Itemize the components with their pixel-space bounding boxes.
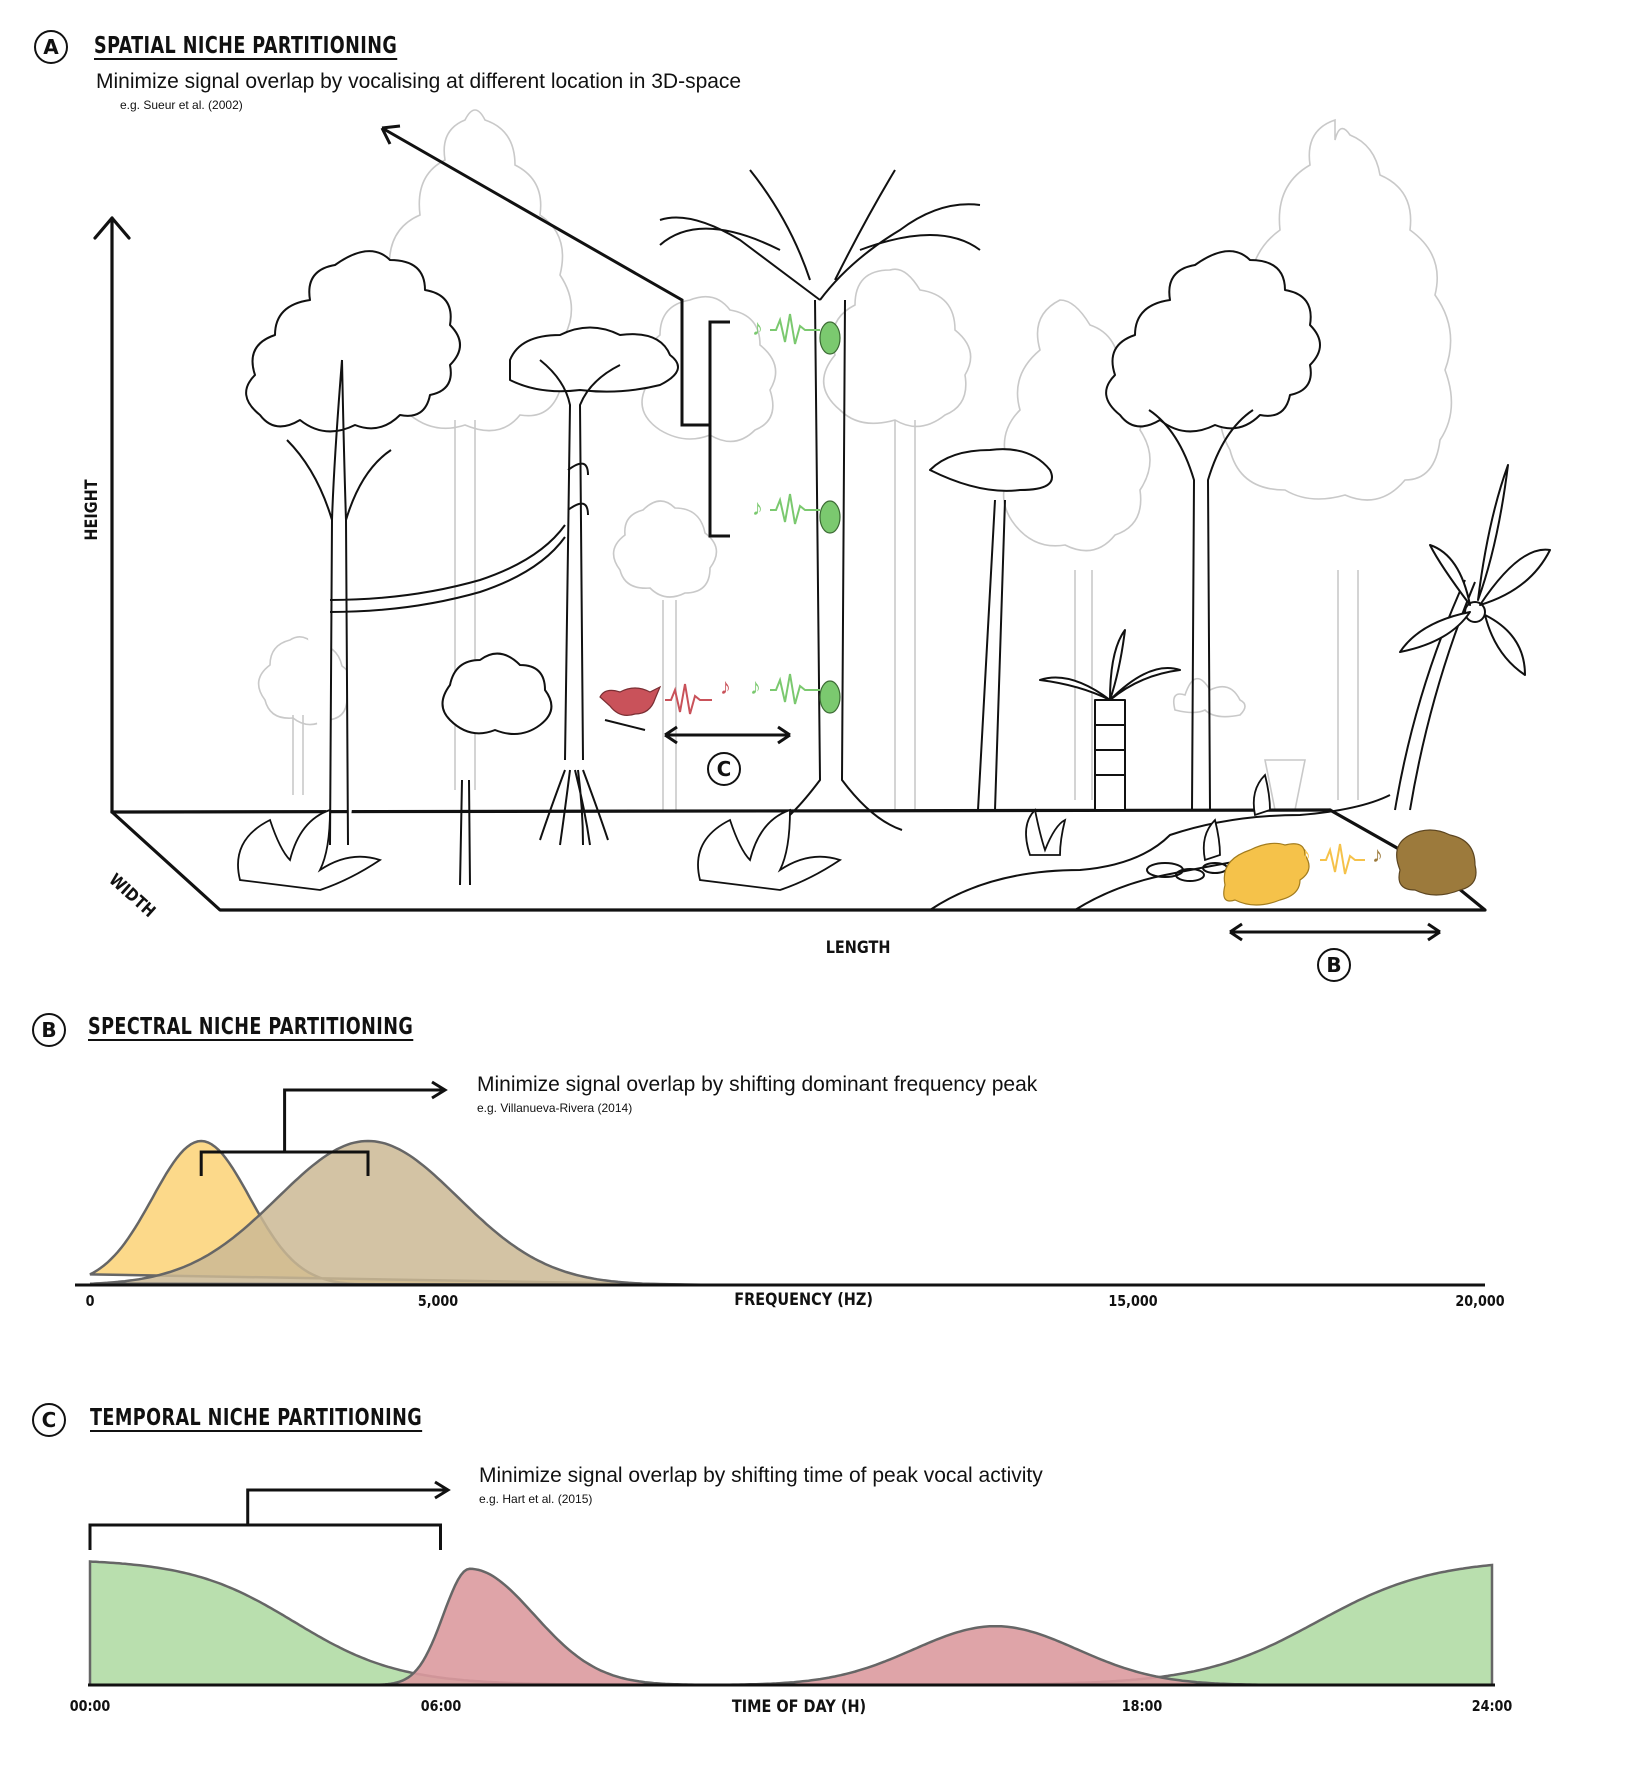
forest-illustration: ♪ ♪ ♪ ♪ ♪ ♪ xyxy=(93,109,1551,942)
panel-c-badge: C xyxy=(32,1403,66,1437)
marker-b: B xyxy=(1317,948,1351,982)
temporal-chart xyxy=(88,1480,1495,1687)
panel-b-title: SPECTRAL NICHE PARTITIONING xyxy=(88,1014,414,1040)
svg-text:♪: ♪ xyxy=(750,674,761,699)
spectral-arrow xyxy=(283,1080,448,1152)
spectral-tick-label: 5,000 xyxy=(417,1292,458,1310)
svg-text:♪: ♪ xyxy=(1300,842,1311,867)
insect-signals: ♪ ♪ ♪ xyxy=(750,313,820,705)
frog-callers: ♪ ♪ xyxy=(1223,829,1477,906)
temporal-tick-label: 24:00 xyxy=(1471,1697,1513,1715)
temporal-bracket xyxy=(88,1523,442,1550)
foreground-trees xyxy=(245,169,1551,886)
svg-text:♪: ♪ xyxy=(1372,842,1383,867)
axis-height-label: HEIGHT xyxy=(81,479,102,541)
temporal-tick-label: 00:00 xyxy=(69,1697,111,1715)
svg-text:♪: ♪ xyxy=(720,674,731,699)
panel-b-description: Minimize signal overlap by shifting domi… xyxy=(477,1073,1038,1096)
temporal-xlabel: TIME OF DAY (H) xyxy=(731,1697,867,1717)
spectral-series-1 xyxy=(89,1139,716,1287)
svg-text:♪: ♪ xyxy=(752,315,763,340)
panel-a-description: Minimize signal overlap by vocalising at… xyxy=(96,70,742,93)
spectral-tick-label: 0 xyxy=(85,1292,95,1310)
panel-b-badge: B xyxy=(32,1013,66,1047)
panel-c-description: Minimize signal overlap by shifting time… xyxy=(479,1464,1043,1487)
spectral-xlabel: FREQUENCY (HZ) xyxy=(734,1290,873,1310)
panel-c-title: TEMPORAL NICHE PARTITIONING xyxy=(90,1405,423,1431)
bird-caller: ♪ xyxy=(599,674,731,731)
panel-b-reference: e.g. Villanueva-Rivera (2014) xyxy=(477,1101,633,1115)
panel-c-reference: e.g. Hart et al. (2015) xyxy=(479,1492,593,1506)
svg-text:♪: ♪ xyxy=(752,495,763,520)
temporal-arrow xyxy=(246,1480,451,1525)
axis-length-label: LENGTH xyxy=(825,938,891,958)
temporal-tick-label: 06:00 xyxy=(420,1697,461,1715)
temporal-series-0 xyxy=(88,1560,1494,1687)
background-trees xyxy=(257,109,1453,811)
spectral-tick-label: 20,000 xyxy=(1455,1292,1505,1310)
panel-a-reference: e.g. Sueur et al. (2002) xyxy=(120,98,243,112)
insect-callers xyxy=(819,321,841,714)
panel-a-badge: A xyxy=(34,30,68,64)
spectral-chart xyxy=(75,1080,1485,1287)
temporal-tick-label: 18:00 xyxy=(1121,1697,1162,1715)
panel-a-title: SPATIAL NICHE PARTITIONING xyxy=(94,33,398,59)
marker-c: C xyxy=(707,752,741,786)
ground-plants xyxy=(237,773,1271,891)
spectral-tick-label: 15,000 xyxy=(1107,1292,1158,1310)
